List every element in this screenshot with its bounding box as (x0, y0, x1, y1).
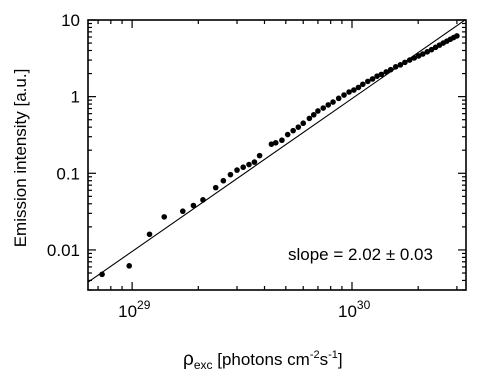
data-point (290, 127, 296, 134)
data-point (406, 57, 413, 63)
data-point (179, 208, 186, 215)
x-tick-label: 1030 (338, 298, 371, 321)
x-axis-label: ρexc [photons cm-2s-1] (183, 349, 343, 371)
data-point (364, 78, 371, 85)
data-point (428, 46, 435, 53)
x-axis-label-subscript: exc (194, 358, 213, 371)
y-tick-label: 10 (61, 11, 80, 30)
data-point (351, 87, 357, 93)
data-point (161, 214, 168, 220)
data-point (310, 111, 317, 118)
y-tick-label: 1 (71, 88, 80, 107)
data-point (415, 53, 422, 59)
data-point (454, 33, 460, 39)
data-point (295, 124, 302, 130)
data-point (420, 51, 426, 57)
data-point (227, 171, 234, 178)
x-axis-label-symbol: ρ (183, 349, 194, 370)
x-axis-label-sup2: -1 (328, 349, 338, 361)
x-axis-label-units: [photons cm (213, 350, 310, 369)
data-point (146, 231, 153, 238)
x-axis-label-close: ] (338, 350, 343, 369)
data-point (360, 81, 366, 88)
slope-annotation: slope = 2.02 ± 0.03 (288, 245, 433, 264)
data-point (335, 95, 342, 102)
data-point (392, 64, 399, 70)
data-point (378, 71, 385, 78)
data-point (300, 120, 307, 127)
y-tick-label: 0.01 (47, 241, 80, 260)
data-point (374, 73, 380, 79)
data-point (99, 271, 105, 278)
data-point (306, 115, 313, 122)
plot-frame (87, 19, 467, 291)
data-points-layer (99, 33, 460, 278)
y-tick-label: 0.1 (56, 164, 80, 183)
x-tick-label: 1029 (118, 298, 151, 321)
data-point (411, 55, 418, 61)
data-point (272, 139, 279, 146)
data-point (246, 161, 252, 168)
data-point (341, 92, 347, 98)
data-point (256, 152, 263, 159)
data-point (234, 167, 240, 173)
data-point (190, 202, 197, 209)
data-point (279, 137, 285, 144)
data-point (268, 141, 275, 147)
data-point (369, 76, 376, 82)
data-point (346, 89, 352, 95)
data-point (240, 164, 246, 171)
data-point (284, 131, 291, 138)
data-point (325, 102, 332, 108)
data-point (200, 197, 206, 203)
data-point (220, 177, 227, 184)
data-point (397, 62, 404, 68)
data-point (126, 263, 133, 269)
x-axis-label-sup1: -2 (310, 349, 320, 361)
data-point (424, 48, 431, 55)
data-point (251, 159, 258, 165)
data-point (212, 184, 219, 191)
y-axis-label: Emission intensity [a.u.] (11, 69, 30, 248)
data-point (315, 108, 321, 114)
ticks-layer: 10 1 0.1 0.01 1029 1030 (47, 11, 466, 321)
data-point (320, 105, 327, 111)
data-point (402, 59, 408, 66)
x-axis-label-units-s: s (320, 350, 329, 369)
data-point (355, 84, 362, 91)
data-point (387, 66, 394, 73)
data-point (330, 99, 336, 105)
data-point (383, 69, 389, 75)
